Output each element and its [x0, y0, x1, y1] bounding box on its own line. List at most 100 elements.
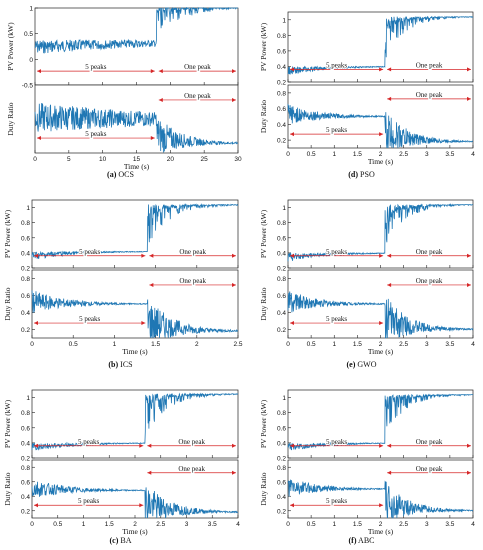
- panel-e-duty-ytick-label: 0.6: [277, 293, 286, 300]
- panel-d-duty-arrowhead-before-right: [379, 132, 384, 137]
- panel-c-xtick-label: 0.5: [53, 521, 62, 528]
- panel-d-power-arrowhead-after-left: [387, 67, 392, 72]
- panel-b-xtick-label: 0: [30, 341, 34, 348]
- panel-e-xtick-label: 0: [286, 341, 290, 348]
- panel-c-xtick-label: 2: [133, 521, 137, 528]
- panel-e-power-label-before: 5 peaks: [326, 248, 347, 256]
- panel-b-xtick-label: 1.5: [151, 341, 160, 348]
- panel-c-duty-series-line: [31, 481, 238, 519]
- panel-e-xtick-label: 2.5: [399, 341, 408, 348]
- panel-b-duty-label-before: 5 peaks: [79, 315, 100, 323]
- panel-d-xlabel: Time (s): [368, 157, 394, 166]
- panel-e-power-arrowhead-after-right: [467, 253, 471, 258]
- panel-a-duty-ylabel: Duty Ratio: [6, 102, 15, 135]
- panel-f-xtick-label: 1.5: [353, 521, 362, 528]
- panel-d-power-arrowhead-before-right: [379, 67, 384, 72]
- panel-e-xlabel: Time (s): [368, 347, 394, 356]
- panel-f-duty-series-line: [287, 479, 473, 519]
- panel-b-power-ytick-label: 0.6: [21, 235, 30, 242]
- panel-f-xtick-label: 0.5: [307, 521, 316, 528]
- panel-f-duty-ytick-label: 0.6: [277, 479, 286, 486]
- panel-a-power-arrowhead-after-right: [232, 69, 236, 74]
- panel-e-xtick-label: 3: [425, 341, 429, 348]
- panel-b-duty-ytick-label: 0.2: [21, 327, 30, 334]
- panel-d-xtick-label: 3: [425, 151, 429, 158]
- panel-a-power-ylabel: PV Power (kW): [6, 22, 15, 71]
- panel-e-xtick-label: 1: [332, 341, 336, 348]
- panel-b-power-arrowhead-after-left: [149, 253, 154, 258]
- panel-c-power-arrowhead-after-right: [232, 443, 236, 448]
- panel-c-duty-ytick-label: 0.4: [21, 494, 30, 501]
- panel-b-duty-arrowhead-after-left: [149, 282, 154, 287]
- panel-e-duty-arrowhead-after-right: [467, 282, 471, 287]
- panel-a-xtick-label: 25: [201, 156, 209, 163]
- caption-c: (c) BA: [0, 536, 241, 545]
- panel-e-duty-ytick-label: 0.2: [277, 327, 286, 334]
- panel-f-power-ytick-label: 0.6: [277, 425, 286, 432]
- panel-b-duty-series-line: [31, 290, 238, 339]
- panel-c-power-label-before: 5 peaks: [78, 438, 99, 446]
- caption-a-letter: (a): [107, 170, 117, 179]
- panel-b-xtick-label: 1: [113, 341, 117, 348]
- panel-d-power-arrowhead-before-left: [290, 67, 294, 72]
- panel-d-power-label-after: One peak: [416, 61, 443, 69]
- panel-a-power-ytick-label: 0.5: [24, 31, 33, 38]
- panel-e-duty-ytick-label: 0.4: [277, 310, 286, 317]
- panel-f-power-arrowhead-before-right: [379, 443, 384, 448]
- panel-c-xtick-label: 3: [185, 521, 189, 528]
- caption-b-name: ICS: [120, 360, 133, 369]
- caption-f-name: ABC: [358, 536, 375, 545]
- panel-a-duty-arrowhead-after-right: [232, 97, 236, 102]
- panel-f-power-ytick-label: 0.8: [277, 410, 286, 417]
- panel-e-xtick-label: 0.5: [307, 341, 316, 348]
- panel-e-power-arrowhead-after-left: [387, 253, 392, 258]
- panel-b-duty-label-after: One peak: [179, 277, 206, 285]
- panel-e-power-frame: [287, 199, 474, 269]
- panel-c-xtick-label: 1.5: [105, 521, 114, 528]
- panel-c-xtick-label: 3.5: [208, 521, 217, 528]
- panel-a-duty-label-before: 5 peaks: [85, 130, 106, 138]
- panel-b-xlabel: Time (s): [122, 347, 148, 356]
- panel-d-duty-arrowhead-after-right: [467, 96, 471, 101]
- panel-f-xtick-label: 2: [379, 521, 383, 528]
- panel-e-power-ytick-label: 1: [282, 205, 286, 212]
- panel-e-xtick-label: 4: [471, 341, 475, 348]
- caption-e-letter: (e): [346, 360, 356, 369]
- panel-e-power-ylabel: PV Power (kW): [259, 209, 268, 258]
- panel-b-power-arrowhead-before-left: [34, 253, 38, 258]
- panel-e-power-ytick-label: 0.6: [277, 235, 286, 242]
- panel-f-xtick-label: 1: [332, 521, 336, 528]
- panel-a-xtick-label: 10: [99, 156, 107, 163]
- panel-d-duty-ytick-label: 0.4: [277, 122, 286, 129]
- panel-c-power-ytick-label: 0.4: [21, 440, 30, 447]
- panel-c-duty-arrowhead-before-left: [34, 503, 38, 508]
- caption-f-letter: (f): [348, 536, 357, 545]
- panel-c-xlabel: Time (s): [122, 527, 148, 536]
- panel-c-power-ytick-label: 1: [26, 395, 30, 402]
- panel-b-duty-ytick-label: 0.6: [21, 293, 30, 300]
- caption-d-letter: (d): [348, 170, 359, 179]
- panel-c-duty-arrowhead-after-right: [232, 470, 236, 475]
- panel-f-power-ytick-label: 0.2: [277, 456, 286, 463]
- panel-a-power-ytick-label: -0.5: [22, 83, 34, 90]
- panel-d-duty-ytick-label: 0.8: [277, 90, 286, 97]
- panel-d-xtick-label: 3.5: [445, 151, 454, 158]
- panel-b-duty-arrowhead-after-right: [232, 282, 236, 287]
- panel-c-duty-ytick-label: 0.6: [21, 479, 30, 486]
- panel-c-xtick-label: 2.5: [156, 521, 165, 528]
- panel-f-xlabel: Time (s): [368, 527, 394, 536]
- panel-d-duty-series-line: [287, 103, 473, 149]
- panel-d-power-ytick-label: 0.8: [277, 33, 286, 40]
- panel-f-duty-arrowhead-after-left: [387, 470, 392, 475]
- panel-e-duty-arrowhead-after-left: [387, 282, 392, 287]
- panel-a-xtick-label: 30: [234, 156, 242, 163]
- panel-e-power-arrowhead-before-left: [290, 253, 294, 258]
- panel-b-power-ytick-label: 0.4: [21, 250, 30, 257]
- panel-d-power-ytick-label: 0.2: [277, 80, 286, 87]
- panel-a-power-series-line: [34, 6, 238, 54]
- panel-c-power-arrowhead-before-right: [139, 443, 144, 448]
- panel-f-duty-arrowhead-after-right: [467, 470, 471, 475]
- panel-a-duty-arrowhead-after-left: [158, 97, 163, 102]
- panel-d-power-frame: [287, 11, 474, 83]
- panel-c-duty-label-after: One peak: [178, 465, 205, 473]
